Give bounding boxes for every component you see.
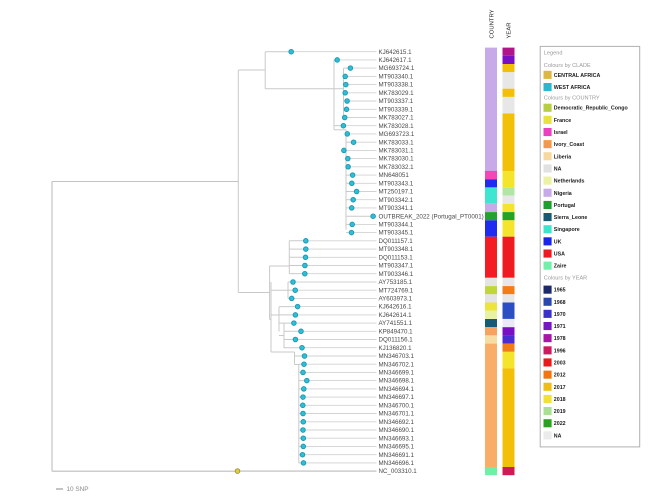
svg-text:MT250197.1: MT250197.1 bbox=[379, 189, 414, 196]
svg-text:USA: USA bbox=[554, 252, 565, 258]
svg-text:MN346690.1: MN346690.1 bbox=[379, 427, 415, 434]
svg-text:NA: NA bbox=[554, 167, 562, 173]
svg-text:MT903344.1: MT903344.1 bbox=[379, 222, 414, 229]
svg-text:MN346700.1: MN346700.1 bbox=[379, 402, 415, 409]
svg-text:MT903337.1: MT903337.1 bbox=[379, 98, 414, 105]
svg-text:MG693724.1: MG693724.1 bbox=[379, 65, 415, 72]
svg-text:MK783027.1: MK783027.1 bbox=[379, 115, 415, 122]
svg-text:Democratic_Republic_Congo: Democratic_Republic_Congo bbox=[554, 106, 629, 112]
svg-text:COUNTRY: COUNTRY bbox=[489, 9, 495, 38]
svg-text:Nigeria: Nigeria bbox=[554, 191, 572, 197]
svg-text:Israel: Israel bbox=[554, 130, 568, 136]
svg-text:MN346693.1: MN346693.1 bbox=[379, 435, 415, 442]
svg-text:MN346699.1: MN346699.1 bbox=[379, 370, 415, 377]
svg-text:AY741551.1: AY741551.1 bbox=[379, 320, 413, 327]
svg-text:1971: 1971 bbox=[554, 324, 566, 330]
svg-text:KJ642614.1: KJ642614.1 bbox=[379, 312, 413, 319]
svg-text:MN346695.1: MN346695.1 bbox=[379, 444, 415, 451]
svg-text:KJ642616.1: KJ642616.1 bbox=[379, 304, 413, 311]
svg-text:MT903345.1: MT903345.1 bbox=[379, 230, 414, 237]
svg-text:MN346696.1: MN346696.1 bbox=[379, 460, 415, 467]
svg-text:MN346697.1: MN346697.1 bbox=[379, 394, 415, 401]
svg-text:MT903343.1: MT903343.1 bbox=[379, 180, 414, 187]
svg-text:MK783028.1: MK783028.1 bbox=[379, 123, 415, 130]
svg-text:MT903348.1: MT903348.1 bbox=[379, 246, 414, 253]
svg-text:MT903342.1: MT903342.1 bbox=[379, 197, 414, 204]
svg-text:MN346702.1: MN346702.1 bbox=[379, 361, 415, 368]
svg-text:KJ136820.1: KJ136820.1 bbox=[379, 345, 413, 352]
svg-text:NA: NA bbox=[554, 433, 562, 439]
svg-text:Singapore: Singapore bbox=[554, 227, 580, 233]
svg-text:2022: 2022 bbox=[554, 421, 566, 427]
svg-text:MN346692.1: MN346692.1 bbox=[379, 419, 415, 426]
svg-text:MT903346.1: MT903346.1 bbox=[379, 271, 414, 278]
svg-text:MT903338.1: MT903338.1 bbox=[379, 82, 414, 89]
svg-text:AY753185.1: AY753185.1 bbox=[379, 279, 413, 286]
svg-text:10 SNP: 10 SNP bbox=[67, 486, 89, 493]
svg-text:Zaire: Zaire bbox=[554, 264, 567, 270]
svg-text:MT903341.1: MT903341.1 bbox=[379, 205, 414, 212]
svg-text:Colours by YEAR: Colours by YEAR bbox=[544, 276, 587, 282]
svg-text:2017: 2017 bbox=[554, 385, 566, 391]
svg-text:2018: 2018 bbox=[554, 397, 566, 403]
svg-text:NC_003310.1: NC_003310.1 bbox=[379, 468, 418, 475]
svg-text:MK783029.1: MK783029.1 bbox=[379, 90, 415, 97]
svg-text:Ivory_Coast: Ivory_Coast bbox=[554, 142, 585, 148]
svg-text:France: France bbox=[554, 118, 571, 124]
svg-text:KP849470.1: KP849470.1 bbox=[379, 328, 414, 335]
svg-text:UK: UK bbox=[554, 239, 562, 245]
svg-text:DQ011156.1: DQ011156.1 bbox=[379, 337, 414, 344]
svg-text:KJ642615.1: KJ642615.1 bbox=[379, 49, 413, 56]
svg-text:Netherlands: Netherlands bbox=[554, 179, 585, 185]
svg-text:KJ642617.1: KJ642617.1 bbox=[379, 57, 413, 64]
svg-text:MT903339.1: MT903339.1 bbox=[379, 106, 414, 113]
svg-text:1970: 1970 bbox=[554, 312, 566, 318]
svg-text:MT903340.1: MT903340.1 bbox=[379, 74, 414, 81]
svg-text:OUTBREAK_2022 (Portugal_PT0001: OUTBREAK_2022 (Portugal_PT0001) bbox=[379, 213, 484, 220]
svg-text:AY603973.1: AY603973.1 bbox=[379, 296, 413, 303]
svg-text:MN648051: MN648051 bbox=[379, 172, 410, 179]
svg-text:CENTRAL AFRICA: CENTRAL AFRICA bbox=[554, 73, 601, 79]
svg-text:MT903347.1: MT903347.1 bbox=[379, 263, 414, 270]
svg-text:MN346691.1: MN346691.1 bbox=[379, 452, 415, 459]
svg-text:MN346698.1: MN346698.1 bbox=[379, 378, 415, 385]
svg-text:DQ011157.1: DQ011157.1 bbox=[379, 238, 414, 245]
svg-text:MN346703.1: MN346703.1 bbox=[379, 353, 415, 360]
svg-text:2003: 2003 bbox=[554, 361, 566, 367]
svg-text:1965: 1965 bbox=[554, 288, 566, 294]
svg-text:YEAR: YEAR bbox=[506, 22, 512, 38]
svg-text:WEST AFRICA: WEST AFRICA bbox=[554, 85, 591, 91]
svg-text:MG693723.1: MG693723.1 bbox=[379, 131, 415, 138]
svg-text:Colours by CLADE: Colours by CLADE bbox=[544, 63, 591, 69]
svg-text:1978: 1978 bbox=[554, 336, 566, 342]
svg-text:MK783030.1: MK783030.1 bbox=[379, 156, 415, 163]
svg-text:2019: 2019 bbox=[554, 409, 566, 415]
svg-text:1968: 1968 bbox=[554, 300, 566, 306]
svg-text:MK783032.1: MK783032.1 bbox=[379, 164, 415, 171]
svg-text:Legend: Legend bbox=[544, 50, 563, 56]
svg-text:Colours by COUNTRY: Colours by COUNTRY bbox=[544, 95, 600, 101]
svg-text:Liberia: Liberia bbox=[554, 154, 571, 160]
svg-text:Sierra_Leone: Sierra_Leone bbox=[554, 215, 588, 221]
svg-text:MK783031.1: MK783031.1 bbox=[379, 148, 415, 155]
svg-text:MK783033.1: MK783033.1 bbox=[379, 139, 415, 146]
svg-text:2012: 2012 bbox=[554, 373, 566, 379]
svg-text:MN346701.1: MN346701.1 bbox=[379, 411, 415, 418]
svg-text:1996: 1996 bbox=[554, 348, 566, 354]
svg-text:Portugal: Portugal bbox=[554, 203, 576, 209]
svg-text:MN346694.1: MN346694.1 bbox=[379, 386, 415, 393]
svg-text:MT724769.1: MT724769.1 bbox=[379, 287, 414, 294]
svg-text:DQ011153.1: DQ011153.1 bbox=[379, 254, 414, 261]
